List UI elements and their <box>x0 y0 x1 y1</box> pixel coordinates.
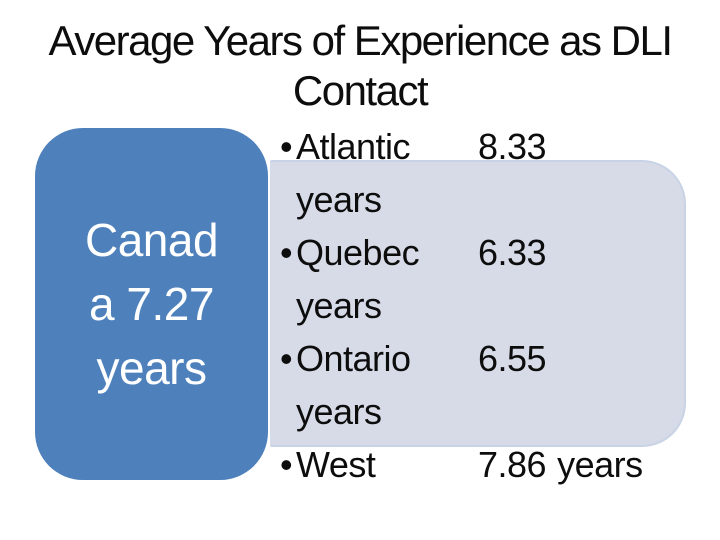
region-unit: years <box>296 179 382 220</box>
region-value: 6.55 <box>478 338 547 379</box>
region-unit: years <box>296 391 382 432</box>
slide-title: Average Years of Experience as DLI Conta… <box>0 16 720 116</box>
region-unit: years <box>296 285 382 326</box>
list-item-west: • West 7.86 years <box>280 438 712 491</box>
canada-label: Canad a 7.27 years <box>84 208 219 400</box>
canada-label-line-2: a 7.27 <box>89 278 214 330</box>
list-item-ontario: • Ontario 6.55 <box>280 332 712 385</box>
region-unit: years <box>557 444 643 485</box>
canada-label-line-3: years <box>96 342 207 394</box>
bullet-icon: • <box>280 232 293 273</box>
title-line-1: Average Years of Experience as DLI <box>48 17 674 64</box>
bullet-icon: • <box>280 126 293 167</box>
region-value: 8.33 <box>478 126 547 167</box>
regions-list: • Atlantic 8.33 years • Quebec 6.33 year… <box>280 120 712 491</box>
bullet-icon: • <box>280 338 293 379</box>
region-name: West <box>296 444 376 485</box>
title-line-2: Contact <box>292 67 429 114</box>
bullet-icon: • <box>280 444 293 485</box>
region-value: 6.33 <box>478 232 547 273</box>
list-item-atlantic: • Atlantic 8.33 <box>280 120 712 173</box>
region-value: 7.86 years <box>478 438 712 491</box>
region-name: Quebec <box>296 232 420 273</box>
regions-panel-shape <box>270 160 686 447</box>
canada-shape: Canad a 7.27 years <box>35 128 268 480</box>
region-value-number: 7.86 <box>478 444 547 485</box>
region-name: Atlantic <box>296 126 411 167</box>
canada-label-line-1: Canad <box>84 214 219 266</box>
region-name: Ontario <box>296 338 411 379</box>
list-item-quebec: • Quebec 6.33 <box>280 226 712 279</box>
